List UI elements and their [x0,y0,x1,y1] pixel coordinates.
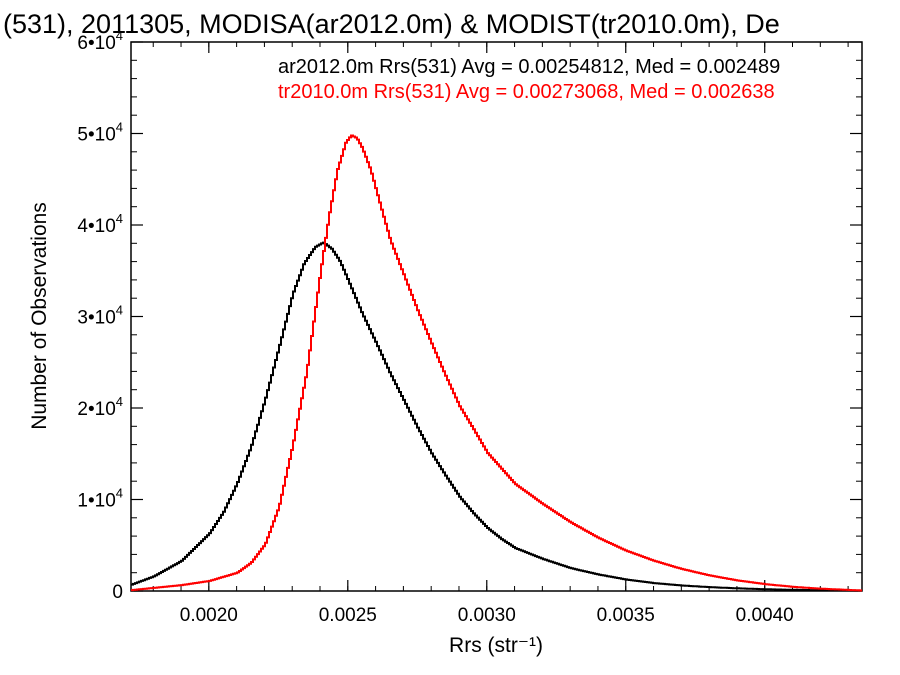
x-tick-label: 0.0035 [597,605,655,626]
y-tick-label: 1•104 [77,486,123,512]
y-tick-label: 2•104 [77,394,123,420]
x-tick-label: 0.0020 [180,605,238,626]
chart-title: (531), 2011305, MODISA(ar2012.0m) & MODI… [3,9,780,39]
y-tick-label: 6•104 [77,28,123,54]
x-axis-ticks: 0.0020 0.0025 0.0030 0.0035 0.0040 [152,42,849,626]
annotation-red: tr2010.0m Rrs(531) Avg = 0.00273068, Med… [278,81,775,103]
y-tick-label: 5•104 [77,120,123,146]
plot-frame [130,41,863,592]
y-tick-label: 3•104 [77,303,123,329]
annotation-black: ar2012.0m Rrs(531) Avg = 0.00254812, Med… [278,56,780,78]
y-axis-label: Number of Observations [28,202,51,430]
series-layer [131,134,862,592]
series-1-line [131,134,862,592]
y-axis-ticks: 0 1•104 2•104 3•104 4•104 5•104 6•104 [77,28,862,603]
y-tick-label: 0 [112,582,123,603]
x-tick-label: 0.0030 [458,605,516,626]
x-tick-label: 0.0025 [319,605,377,626]
x-axis-label: Rrs (str⁻¹) [449,634,543,657]
series-0-line [131,241,862,592]
x-tick-label: 0.0040 [736,605,794,626]
y-tick-label: 4•104 [77,211,123,237]
